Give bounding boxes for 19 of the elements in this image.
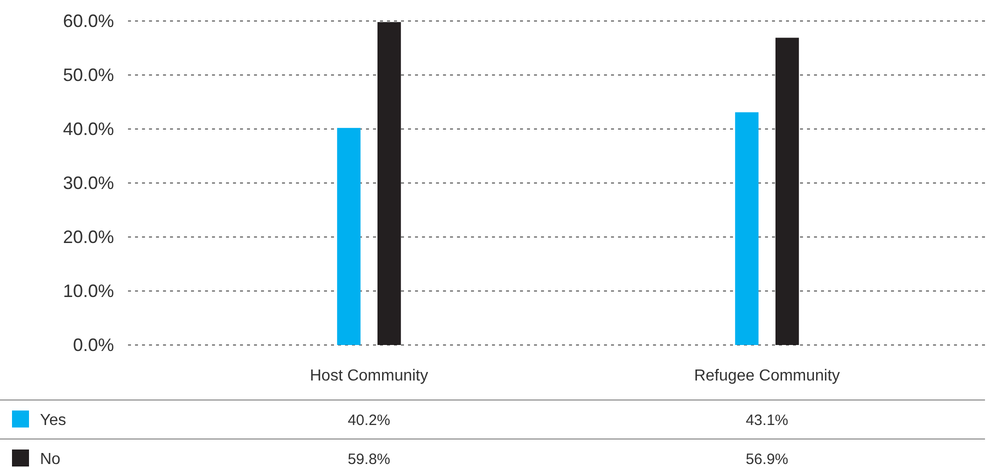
bar xyxy=(775,38,799,345)
legend-label: Yes xyxy=(40,412,66,430)
y-tick-label: 60.0% xyxy=(62,10,114,31)
y-tick-label: 40.0% xyxy=(62,118,114,139)
bar xyxy=(377,22,401,345)
y-tick-label: 20.0% xyxy=(62,226,114,247)
data-label: 59.8% xyxy=(348,450,390,468)
y-tick-label: 10.0% xyxy=(62,280,114,301)
legend-label: No xyxy=(40,451,61,468)
y-tick-label: 0.0% xyxy=(72,334,114,355)
data-label: 56.9% xyxy=(746,450,788,468)
x-tick-label: Host Community xyxy=(310,367,428,384)
data-label: 40.2% xyxy=(348,412,390,429)
bar xyxy=(735,112,759,345)
y-tick-label: 30.0% xyxy=(62,172,114,193)
x-tick-label: Refugee Community xyxy=(694,367,840,384)
y-tick-label: 50.0% xyxy=(62,64,114,85)
data-label: 43.1% xyxy=(746,412,788,429)
bar xyxy=(337,128,361,345)
